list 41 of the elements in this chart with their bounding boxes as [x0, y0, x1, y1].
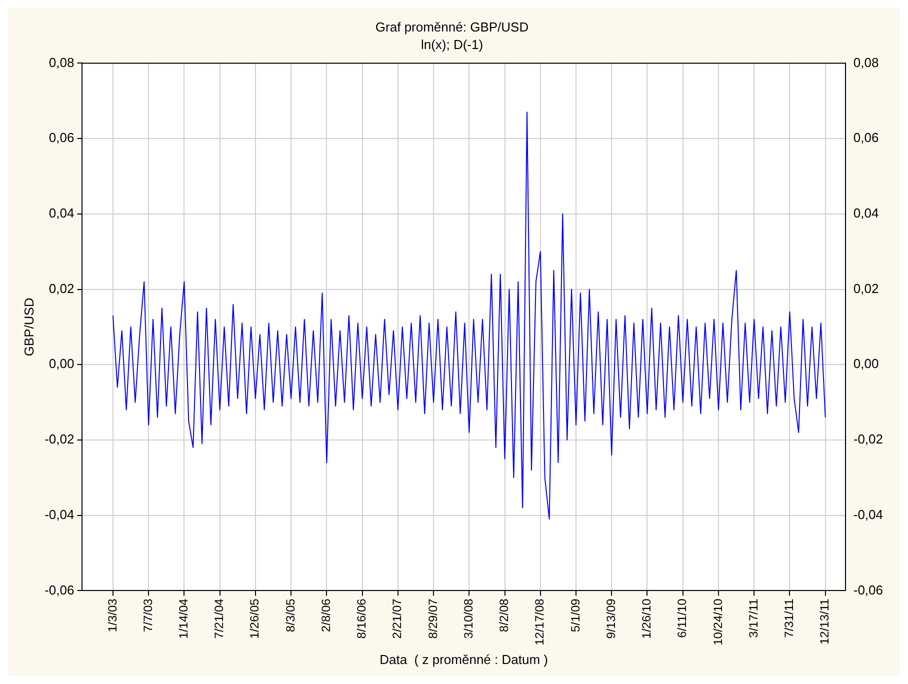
x-tick-label: 5/1/09: [568, 598, 582, 632]
x-tick-label: 1/26/05: [248, 598, 262, 639]
y-axis-title: GBP/USD: [21, 298, 36, 356]
x-tick-label: 1/3/03: [105, 598, 120, 632]
y-tick-label: -0,02: [44, 432, 74, 447]
y2-tick-label: -0,06: [853, 582, 884, 598]
y2-tick-label: 0,08: [853, 54, 879, 70]
y-tick-label: 0,06: [48, 130, 74, 146]
y2-tick-label: 0,02: [853, 280, 879, 296]
x-tick-label: 3/10/08: [461, 598, 476, 639]
x-tick-label: 12/17/08: [532, 598, 547, 646]
y2-tick-label: 0,04: [853, 205, 879, 220]
x-tick-label: 2/21/07: [390, 598, 404, 639]
x-tick-label: 1/26/10: [640, 598, 654, 639]
x-tick-label: 9/13/09: [604, 598, 618, 639]
y2-tick-label: -0,04: [853, 506, 884, 522]
y-tick-label: 0,04: [48, 205, 74, 220]
x-tick-label: 2/8/06: [318, 598, 333, 632]
y-tick-label: -0,04: [44, 506, 74, 522]
x-tick-label: 6/11/10: [675, 598, 690, 638]
x-tick-label: 7/21/04: [212, 598, 226, 639]
x-tick-label: 7/7/03: [140, 598, 155, 632]
x-tick-label: 8/29/07: [426, 598, 440, 639]
chart-subtitle: ln(x); D(-1): [420, 36, 484, 52]
y2-tick-label: -0,02: [853, 432, 884, 447]
y2-tick-label: 0,00: [853, 356, 879, 372]
y-tick-label: 0,08: [48, 54, 74, 70]
y2-tick-label: 0,06: [853, 130, 879, 146]
x-tick-label: 10/24/10: [710, 598, 725, 646]
x-tick-label: 7/31/11: [782, 598, 796, 638]
x-tick-label: 8/2/08: [497, 598, 512, 632]
x-tick-label: 1/14/04: [176, 598, 191, 639]
chart-title: Graf proměnné: GBP/USD: [375, 19, 529, 34]
y-tick-label: 0,02: [48, 280, 74, 296]
x-tick-label: 8/16/06: [354, 598, 369, 639]
x-axis-title: Data ( z proměnné : Datum ): [380, 652, 548, 667]
x-tick-label: 8/3/05: [283, 598, 298, 632]
y-tick-label: -0,06: [44, 582, 74, 598]
x-tick-label: 3/17/11: [746, 598, 760, 638]
y-tick-label: 0,00: [48, 356, 74, 372]
x-tick-label: 12/13/11: [818, 598, 832, 645]
